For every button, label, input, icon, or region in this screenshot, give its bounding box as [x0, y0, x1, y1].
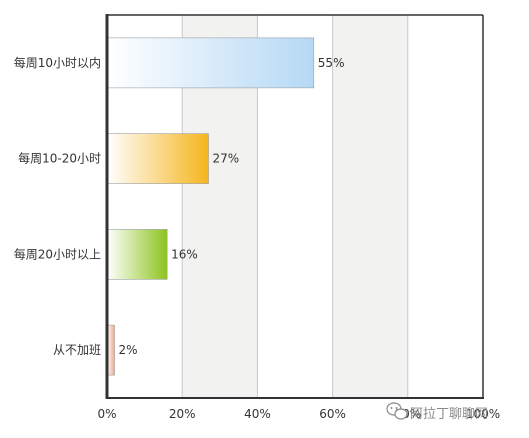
- wechat-icon: [386, 402, 408, 420]
- data-label: 2%: [119, 343, 138, 357]
- x-tick-label: 20%: [169, 407, 196, 421]
- bar: [106, 229, 168, 280]
- data-label: 55%: [318, 56, 345, 70]
- category-label: 每周20小时以上: [14, 246, 101, 261]
- x-tick-label: 0%: [97, 407, 116, 421]
- category-label: 每周10小时以内: [14, 55, 101, 70]
- x-tick-label: 100%: [466, 407, 500, 421]
- bar: [106, 133, 209, 184]
- category-label: 每周10-20小时: [18, 151, 101, 166]
- plot-band-1: [332, 15, 408, 398]
- x-tick-label: 40%: [244, 407, 271, 421]
- category-label: 从不加班: [53, 343, 101, 357]
- x-tick-label: 60%: [319, 407, 346, 421]
- watermark: 阿拉丁聊聊网: [386, 402, 488, 422]
- data-label: 16%: [171, 247, 198, 261]
- data-label: 27%: [213, 152, 240, 166]
- bar: [106, 37, 315, 89]
- watermark-text: 阿拉丁聊聊网: [410, 407, 488, 422]
